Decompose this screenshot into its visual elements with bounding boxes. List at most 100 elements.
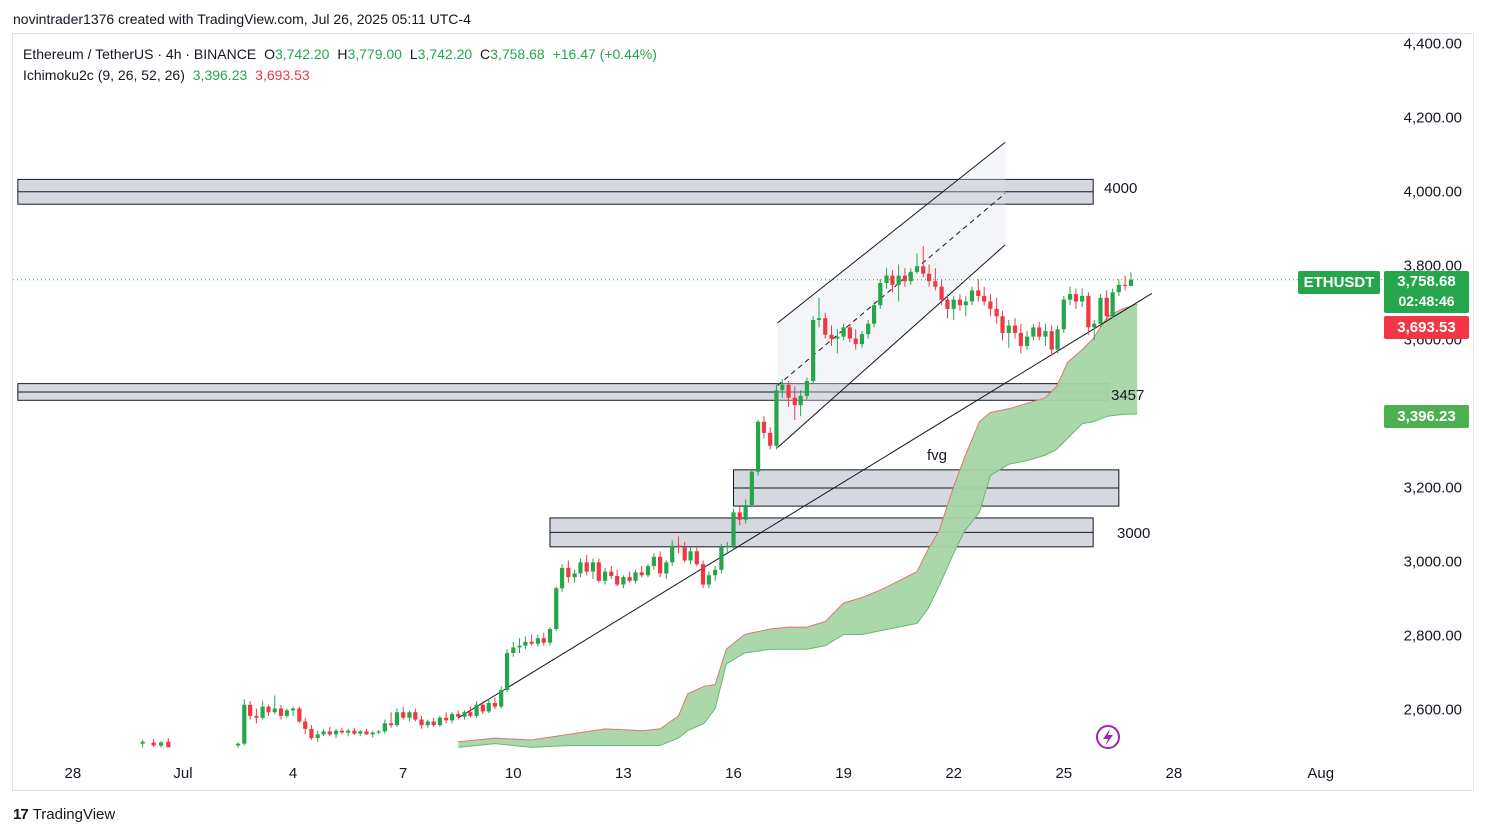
candle: [884, 268, 889, 289]
candle-body: [621, 577, 626, 585]
candle: [309, 725, 314, 740]
candle: [376, 729, 381, 735]
candle: [554, 586, 559, 631]
zone-label-3000: 3000: [1117, 525, 1150, 542]
candle: [266, 704, 271, 716]
candle-body: [1049, 331, 1054, 350]
low-label: L: [409, 46, 418, 62]
candle: [749, 469, 754, 507]
candle: [370, 730, 375, 738]
candle: [804, 377, 809, 400]
candle-body: [957, 299, 963, 306]
candle: [866, 320, 871, 339]
candle-body: [823, 318, 828, 335]
x-tick-label: Aug: [1307, 765, 1334, 782]
candle: [1018, 323, 1023, 354]
y-tick-label: 4,000.00: [1404, 184, 1462, 201]
candle-body: [602, 571, 608, 581]
candle-body: [914, 266, 920, 272]
candle: [1098, 294, 1103, 328]
candle-body: [462, 712, 467, 717]
candle: [914, 253, 920, 274]
change-value: +16.47 (+0.44%): [552, 46, 657, 62]
x-tick-label: 28: [65, 765, 82, 782]
candle: [700, 560, 706, 589]
close-label: C: [480, 46, 491, 62]
candle: [982, 286, 987, 306]
candle-body: [645, 566, 651, 576]
candle-body: [951, 299, 956, 309]
channel-fill: [777, 142, 1006, 448]
candle: [346, 728, 351, 737]
candle-body: [158, 742, 164, 746]
symbol-legend: Ethereum / TetherUS · 4h · BINANCE O3,74…: [23, 46, 657, 62]
candle-body: [798, 395, 803, 406]
candle-body: [1067, 294, 1073, 300]
candle-body: [321, 731, 326, 735]
y-tick-label: 4,400.00: [1404, 36, 1462, 53]
candle-body: [1110, 292, 1115, 317]
candle: [1061, 295, 1066, 333]
x-tick-label: 7: [399, 765, 407, 782]
candle: [541, 632, 546, 646]
candle-body: [1043, 331, 1048, 337]
candle: [811, 316, 816, 383]
candle: [486, 699, 491, 713]
candle: [743, 499, 748, 524]
candle-body: [235, 743, 241, 746]
candle-body: [896, 275, 901, 285]
senkou-span-b: [458, 413, 1138, 748]
annotations-layer: 4000 3457 3000 fvg: [927, 180, 1150, 542]
candle: [1049, 325, 1054, 356]
candle: [798, 390, 803, 417]
candle-body: [315, 734, 320, 739]
candle-body: [584, 562, 589, 572]
candle: [504, 649, 510, 692]
candle-body: [792, 397, 797, 406]
candle: [676, 536, 681, 554]
candle: [1086, 292, 1091, 335]
candle: [713, 566, 718, 581]
ichimoku-red-tag: 3,693.53: [1384, 316, 1469, 339]
candle-body: [382, 723, 387, 732]
candle: [468, 706, 473, 718]
candle-body: [609, 571, 614, 577]
candle: [969, 286, 975, 306]
price-channel-layer: [777, 142, 1006, 448]
y-tick-label: 3,200.00: [1404, 480, 1462, 497]
candle-body: [1000, 316, 1005, 333]
candle: [315, 730, 320, 742]
candle-body: [1025, 336, 1030, 346]
candle-body: [700, 564, 706, 585]
candle: [456, 710, 461, 720]
candle-body: [1116, 284, 1121, 293]
candle-body: [358, 731, 363, 734]
candle-body: [370, 732, 375, 735]
candle: [658, 551, 663, 578]
lightning-icon[interactable]: [1096, 725, 1120, 749]
candle-body: [768, 432, 773, 446]
candle: [633, 569, 638, 584]
senkou-span-a: [458, 303, 1138, 743]
candle-body: [982, 295, 987, 302]
tradingview-logo[interactable]: 17 TradingView: [13, 806, 115, 823]
candle: [535, 634, 540, 647]
candle: [847, 323, 852, 343]
candle: [731, 508, 736, 550]
candle: [871, 301, 877, 328]
x-tick-label: 4: [289, 765, 297, 782]
trendline: [458, 292, 1153, 719]
chart-frame: [12, 33, 1474, 791]
axes-layer: 4,400.004,200.004,000.003,800.003,600.00…: [13, 36, 1462, 782]
candle: [859, 331, 865, 348]
candle: [1080, 288, 1085, 308]
candle-body: [425, 721, 430, 726]
candle: [388, 712, 394, 728]
candle: [547, 627, 553, 646]
candle: [645, 564, 651, 578]
candle: [1025, 331, 1030, 350]
candle-body: [658, 556, 663, 574]
candle-body: [859, 334, 865, 345]
candle: [248, 701, 253, 720]
